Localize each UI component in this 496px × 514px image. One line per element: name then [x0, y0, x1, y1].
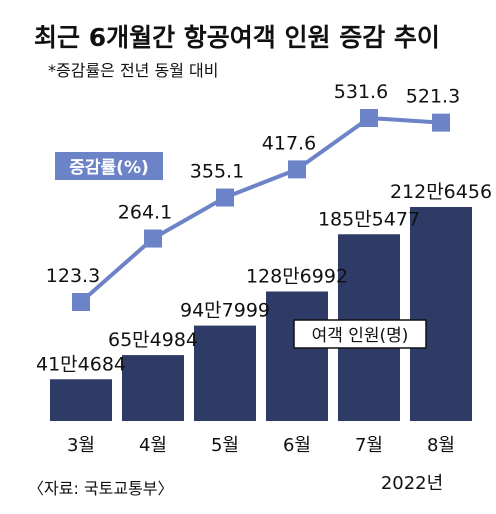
rate-value-label-5: 531.6 [334, 81, 388, 103]
x-tick-label-5: 7월 [355, 435, 383, 456]
legend-bar-box [293, 319, 427, 349]
bar-2 [122, 355, 184, 421]
rate-point-3 [216, 188, 234, 207]
source-note: 〈자료: 국토교통부〉 [28, 479, 174, 498]
rate-value-labels: 123.3 264.1 355.1 417.6 531.6 521.3 [46, 81, 460, 287]
rate-value-label-3: 355.1 [190, 161, 244, 183]
bar-value-label-4: 128만6992 [246, 265, 348, 287]
bar-value-label-2: 65만4984 [108, 329, 198, 351]
legend-bar-label: 여객 인원(명) [312, 326, 409, 346]
rate-point-6 [432, 113, 450, 132]
rate-point-5 [360, 109, 378, 127]
chart-title: 최근 6개월간 항공여객 인원 증감 추이 [34, 23, 440, 52]
legend-rate-label: 증감률(%) [69, 158, 149, 178]
bar-3 [194, 325, 256, 421]
rate-point-4 [288, 160, 306, 179]
chart-subtitle: *증감률은 전년 동월 대비 [48, 61, 218, 80]
rate-value-label-2: 264.1 [118, 202, 172, 224]
x-tick-label-4: 6월 [283, 435, 311, 456]
rate-value-label-6: 521.3 [406, 86, 460, 108]
legend-rate: 증감률(%) [55, 152, 163, 180]
rate-point-1 [72, 293, 90, 311]
rate-line [79, 116, 442, 304]
bar-6 [410, 207, 472, 421]
bar-4 [266, 291, 328, 421]
legend-rate-swatch [55, 152, 163, 180]
bar-value-label-3: 94만7999 [180, 300, 270, 322]
rate-series [72, 109, 450, 311]
legend-bar: 여객 인원(명) [293, 319, 427, 349]
x-tick-label-1: 3월 [67, 435, 95, 456]
x-tick-label-6: 8월 [427, 435, 455, 456]
x-tick-label-3: 5월 [211, 435, 239, 456]
bar-value-label-5: 185만5477 [318, 208, 420, 230]
year-label: 2022년 [381, 473, 443, 494]
x-tick-label-2: 4월 [139, 435, 167, 456]
x-axis-labels: 3월 4월 5월 6월 7월 8월 [67, 435, 455, 456]
rate-value-label-4: 417.6 [262, 132, 316, 154]
rate-value-label-1: 123.3 [46, 265, 100, 287]
bar-1 [50, 379, 112, 421]
rate-point-2 [144, 229, 162, 248]
bar-value-label-6: 212만6456 [390, 181, 492, 203]
bar-value-label-1: 41만4684 [36, 353, 126, 375]
